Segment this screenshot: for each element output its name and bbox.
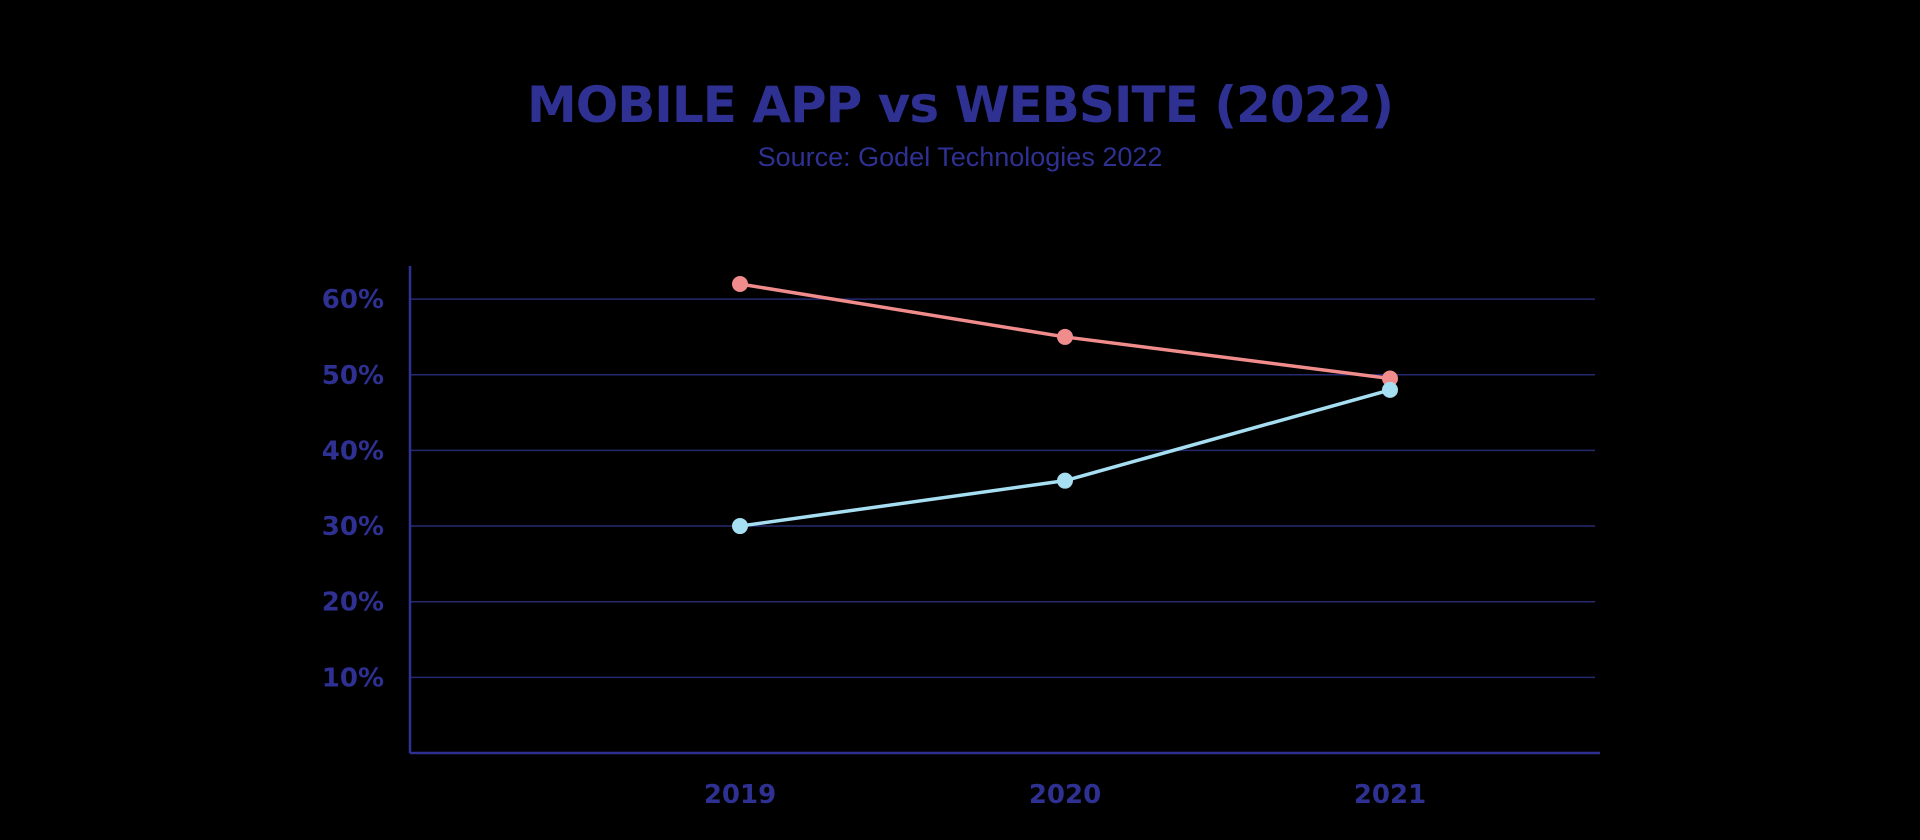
y-tick-label: 30% (322, 512, 384, 542)
series-lines (732, 275, 1398, 535)
x-tick-label: 2020 (1029, 780, 1101, 810)
data-point (1057, 472, 1073, 489)
axes (408, 266, 1600, 755)
chart-title: MOBILE APP vs WEBSITE (2022) (526, 76, 1394, 134)
series-line-2 (738, 388, 1392, 528)
y-tick-label: 40% (322, 436, 384, 466)
x-tick-label: 2019 (704, 780, 776, 810)
y-tick-label: 50% (322, 361, 384, 391)
y-tick-labels: 10% 20% 30% 40% 50% 60% (322, 285, 384, 693)
grid-lines (410, 298, 1595, 679)
x-tick-labels: 2019 2020 2021 (704, 780, 1426, 810)
x-tick-label: 2021 (1354, 780, 1426, 810)
chart-subtitle: Source: Godel Technologies 2022 (757, 142, 1163, 172)
data-point (732, 518, 748, 535)
data-point (1382, 381, 1398, 398)
y-tick-label: 20% (322, 588, 384, 618)
y-tick-label: 10% (322, 663, 384, 693)
y-tick-label: 60% (322, 285, 384, 315)
data-point (732, 275, 748, 292)
data-point (1382, 370, 1398, 387)
data-point (1057, 328, 1073, 345)
